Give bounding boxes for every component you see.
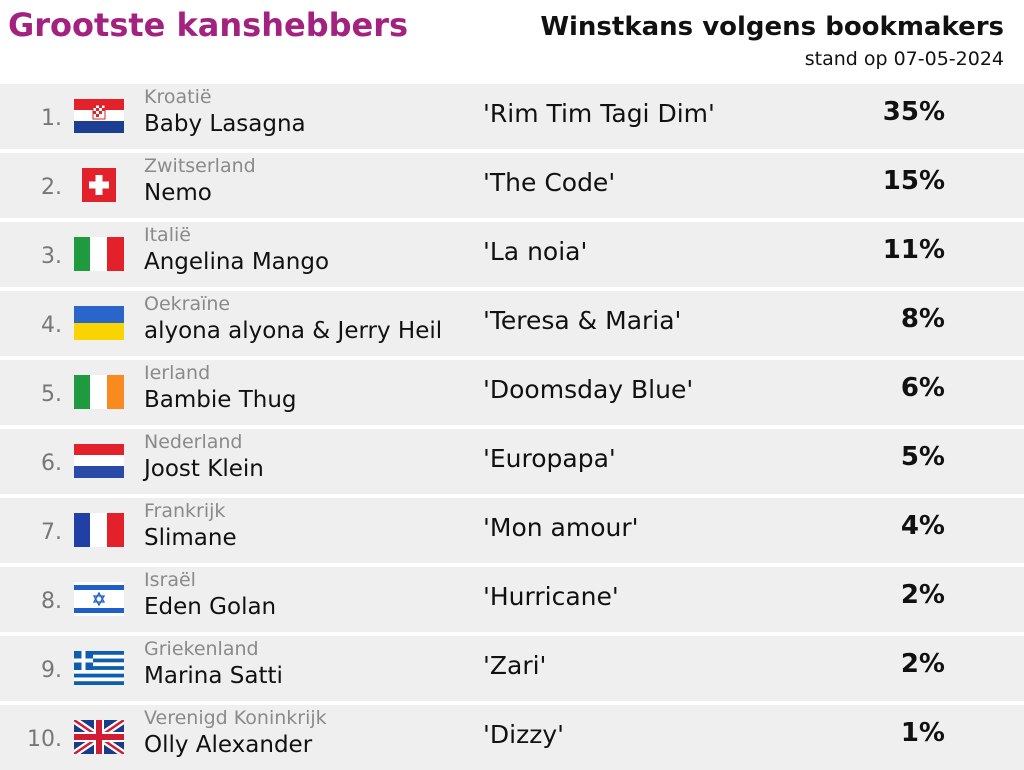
song: 'Mon amour' <box>483 513 639 542</box>
rank: 9. <box>41 658 62 683</box>
song: 'Dizzy' <box>483 720 564 749</box>
table-row: 9. Griekenland Marina Satti 'Zari' 2% <box>0 636 1024 701</box>
rank: 7. <box>41 520 62 545</box>
flag-icon <box>74 513 124 547</box>
date: stand op 07-05-2024 <box>804 48 1004 70</box>
artist: Baby Lasagna <box>144 111 306 137</box>
odds: 11% <box>882 235 945 265</box>
odds: 2% <box>900 649 945 679</box>
country: Griekenland <box>144 638 259 660</box>
country: Italië <box>144 224 191 246</box>
title: Grootste kanshebbers <box>8 6 409 44</box>
country: Nederland <box>144 431 243 453</box>
rank: 5. <box>41 382 62 407</box>
table-row: 1. Kroatië Baby Lasagna 'Rim Tim Tagi Dim' 3… <box>0 84 1024 149</box>
flag-icon <box>74 720 124 754</box>
table-row: 3. Italië Angelina Mango 'La noia' 11% <box>0 222 1024 287</box>
artist: Bambie Thug <box>144 387 297 413</box>
flag-icon <box>82 168 116 202</box>
artist: Angelina Mango <box>144 249 330 275</box>
song: 'Doomsday Blue' <box>483 375 694 404</box>
odds: 2% <box>900 580 945 610</box>
table-row: 2. Zwitserland Nemo 'The Code' 15% <box>0 153 1024 218</box>
table-row: 6. Nederland Joost Klein 'Europapa' 5% <box>0 429 1024 494</box>
table-row: 8. Israël Eden Golan 'Hurricane' 2% <box>0 567 1024 632</box>
flag-icon <box>74 375 124 409</box>
rank: 4. <box>41 313 62 338</box>
subtitle: Winstkans volgens bookmakers <box>540 12 1004 42</box>
country: Ierland <box>144 362 211 384</box>
country: Oekraïne <box>144 293 231 315</box>
artist: alyona alyona & Jerry Heil <box>144 318 443 344</box>
song: 'Teresa & Maria' <box>483 306 682 335</box>
rank: 6. <box>41 451 62 476</box>
song: 'Zari' <box>483 651 547 680</box>
rank: 10. <box>27 727 62 752</box>
rank: 2. <box>41 175 62 200</box>
artist: Olly Alexander <box>144 732 313 758</box>
song: 'Europapa' <box>483 444 616 473</box>
song: 'The Code' <box>483 168 616 197</box>
odds: 1% <box>900 718 945 748</box>
song: 'La noia' <box>483 237 588 266</box>
country: Kroatië <box>144 86 212 108</box>
artist: Marina Satti <box>144 663 283 689</box>
country: Verenigd Koninkrijk <box>144 707 327 729</box>
flag-icon <box>74 306 124 340</box>
table-row: 5. Ierland Bambie Thug 'Doomsday Blue' 6% <box>0 360 1024 425</box>
odds: 15% <box>882 166 945 196</box>
rank: 8. <box>41 589 62 614</box>
song: 'Hurricane' <box>483 582 619 611</box>
odds: 6% <box>900 373 945 403</box>
song: 'Rim Tim Tagi Dim' <box>483 99 715 128</box>
odds: 4% <box>900 511 945 541</box>
odds: 35% <box>882 97 945 127</box>
flag-icon <box>74 582 124 616</box>
artist: Nemo <box>144 180 212 206</box>
artist: Joost Klein <box>144 456 264 482</box>
flag-icon <box>74 237 124 271</box>
flag-icon <box>74 444 124 478</box>
table-row: 4. Oekraïne alyona alyona & Jerry Heil 'Ter… <box>0 291 1024 356</box>
artist: Slimane <box>144 525 237 551</box>
table-row: 10. Verenigd Koninkrijk Olly Alexander 'Diz… <box>0 705 1024 770</box>
rank: 1. <box>41 106 62 131</box>
country: Zwitserland <box>144 155 256 177</box>
flag-icon <box>74 99 124 133</box>
flag-icon <box>74 651 124 685</box>
artist: Eden Golan <box>144 594 277 620</box>
odds: 8% <box>900 304 945 334</box>
odds: 5% <box>900 442 945 472</box>
country: Israël <box>144 569 196 591</box>
table-row: 7. Frankrijk Slimane 'Mon amour' 4% <box>0 498 1024 563</box>
country: Frankrijk <box>144 500 226 522</box>
rank: 3. <box>41 244 62 269</box>
